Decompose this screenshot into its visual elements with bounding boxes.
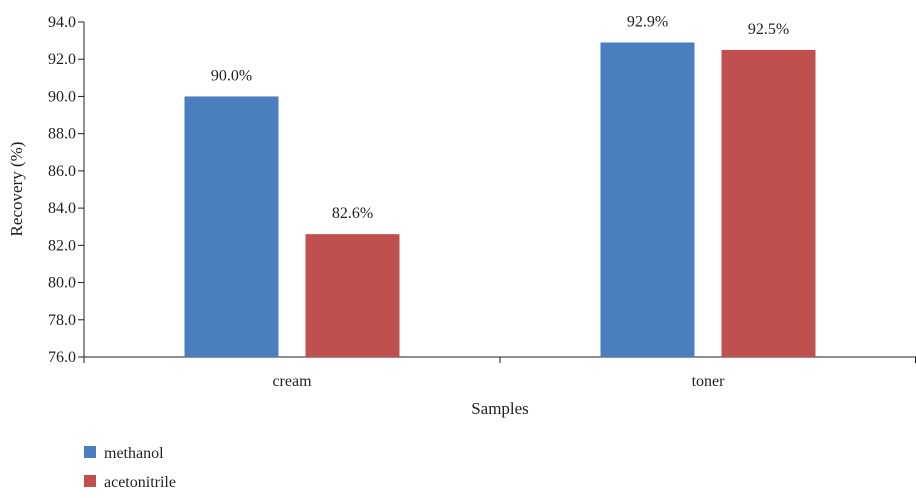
bar-methanol-cream xyxy=(184,96,279,357)
data-label: 82.6% xyxy=(332,205,373,222)
y-tick-label: 90.0 xyxy=(48,88,76,105)
y-tick-label: 88.0 xyxy=(48,126,76,143)
y-tick-label: 78.0 xyxy=(48,312,76,329)
y-tick-label: 92.0 xyxy=(48,51,76,68)
x-ticks-group: cream toner xyxy=(83,357,916,390)
y-tick-label: 94.0 xyxy=(48,14,76,31)
data-label: 90.0% xyxy=(211,67,252,84)
legend-swatch-acetonitrile xyxy=(84,475,96,487)
y-tick-label: 84.0 xyxy=(48,200,76,217)
legend-swatch-methanol xyxy=(84,446,96,458)
bar-acetonitrile-cream xyxy=(305,234,400,357)
x-axis-title: Samples xyxy=(471,399,529,418)
y-tick-label: 80.0 xyxy=(48,275,76,292)
x-tick-label: toner xyxy=(692,373,726,390)
data-label: 92.5% xyxy=(748,21,789,38)
y-tick-label: 82.0 xyxy=(48,237,76,254)
y-ticks-group: 76.0 78.0 80.0 82.0 84.0 86.0 88.0 90.0 92.0 94.0 xyxy=(48,14,84,366)
y-tick-label: 86.0 xyxy=(48,163,76,180)
bar-acetonitrile-toner xyxy=(721,49,816,358)
bars-group xyxy=(184,42,816,358)
x-tick-label: cream xyxy=(272,373,312,390)
legend-label: methanol xyxy=(104,445,164,462)
y-axis-title: Recovery (%) xyxy=(7,142,26,237)
y-tick-label: 76.0 xyxy=(48,349,76,366)
bar-methanol-toner xyxy=(600,42,695,357)
legend: methanol acetonitrile xyxy=(84,445,176,491)
legend-label: acetonitrile xyxy=(104,474,176,491)
data-labels-group: 90.0% 82.6% 92.9% 92.5% xyxy=(211,13,789,222)
data-label: 92.9% xyxy=(627,13,668,30)
